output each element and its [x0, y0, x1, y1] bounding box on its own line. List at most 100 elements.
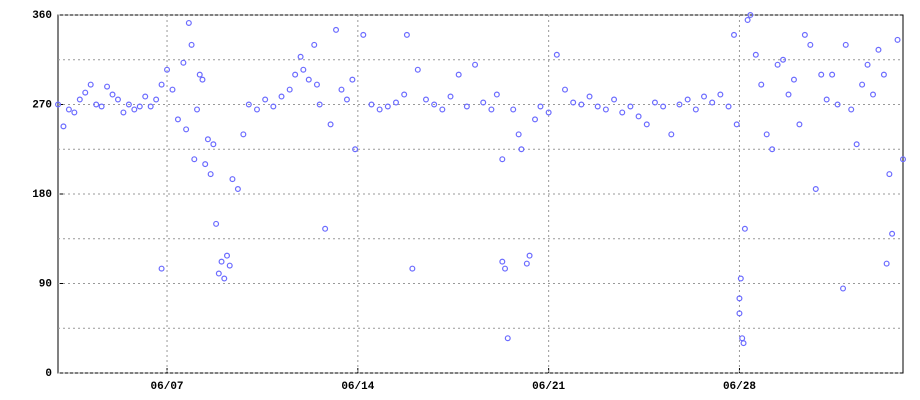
point — [763, 131, 770, 138]
point — [158, 265, 165, 272]
point — [594, 103, 601, 110]
point — [196, 71, 203, 78]
point — [278, 93, 285, 100]
point — [384, 103, 391, 110]
point — [174, 116, 181, 123]
point — [676, 101, 683, 108]
x-tick-label: 06/07 — [151, 381, 184, 393]
point — [472, 61, 479, 68]
point — [169, 86, 176, 93]
point — [349, 76, 356, 83]
point — [221, 275, 228, 282]
point — [829, 71, 836, 78]
point — [812, 186, 819, 193]
point — [889, 230, 896, 237]
point — [136, 103, 143, 110]
point — [343, 96, 350, 103]
point — [842, 41, 849, 48]
point — [409, 265, 416, 272]
point — [322, 225, 329, 232]
point — [109, 91, 116, 98]
point — [338, 86, 345, 93]
point — [875, 46, 882, 53]
point — [725, 103, 732, 110]
y-tick-label: 360 — [32, 10, 52, 22]
point — [701, 93, 708, 100]
point — [886, 171, 893, 178]
point — [447, 93, 454, 100]
point — [744, 16, 751, 23]
point — [611, 96, 618, 103]
point — [191, 156, 198, 163]
point — [185, 19, 192, 26]
point — [840, 285, 847, 292]
point — [796, 121, 803, 128]
point — [853, 141, 860, 148]
point — [894, 36, 901, 43]
point — [692, 106, 699, 113]
point — [709, 99, 716, 106]
point — [864, 61, 871, 68]
point — [660, 103, 667, 110]
point — [327, 121, 334, 128]
point — [740, 340, 747, 347]
point — [747, 12, 754, 19]
point — [790, 76, 797, 83]
y-tick-label: 0 — [45, 368, 52, 380]
point — [65, 106, 72, 113]
point — [93, 101, 100, 108]
point — [848, 106, 855, 113]
point — [537, 103, 544, 110]
point — [194, 106, 201, 113]
point — [431, 101, 438, 108]
point — [752, 51, 759, 58]
point — [736, 310, 743, 317]
point — [104, 83, 111, 90]
point — [635, 113, 642, 120]
point — [463, 103, 470, 110]
point — [493, 91, 500, 98]
point — [125, 101, 132, 108]
point — [717, 91, 724, 98]
point — [586, 93, 593, 100]
point — [480, 99, 487, 106]
point — [545, 109, 552, 116]
point — [199, 76, 206, 83]
point — [414, 66, 421, 73]
point — [114, 96, 121, 103]
point — [499, 258, 506, 265]
point — [76, 96, 83, 103]
point — [300, 66, 307, 73]
point — [316, 101, 323, 108]
point — [741, 225, 748, 232]
point — [245, 101, 252, 108]
point — [368, 101, 375, 108]
point — [823, 96, 830, 103]
point — [834, 101, 841, 108]
point — [619, 109, 626, 116]
point — [883, 260, 890, 267]
point — [183, 126, 190, 133]
point — [147, 103, 154, 110]
point — [510, 106, 517, 113]
point — [352, 146, 359, 153]
point — [240, 131, 247, 138]
point — [218, 258, 225, 265]
point — [730, 31, 737, 38]
point — [226, 262, 233, 269]
point — [570, 99, 577, 106]
point — [523, 260, 530, 267]
point — [899, 156, 906, 163]
point — [502, 265, 509, 272]
point — [684, 96, 691, 103]
point — [188, 41, 195, 48]
point — [60, 123, 67, 130]
point — [311, 41, 318, 48]
point — [403, 31, 410, 38]
point — [769, 146, 776, 153]
point — [213, 220, 220, 227]
point — [668, 131, 675, 138]
y-tick-label: 270 — [32, 99, 52, 111]
point — [292, 71, 299, 78]
point — [526, 252, 533, 259]
